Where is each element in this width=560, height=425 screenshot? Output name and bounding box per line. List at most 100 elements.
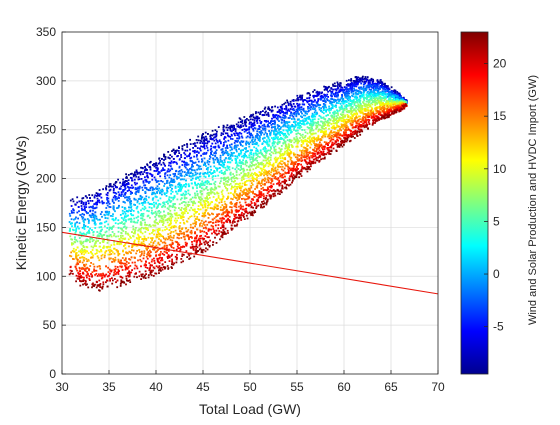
scatter-point: [331, 123, 333, 125]
scatter-point: [161, 206, 163, 208]
scatter-point: [132, 187, 134, 189]
scatter-point: [234, 168, 236, 170]
scatter-point: [271, 106, 273, 108]
scatter-point: [156, 207, 158, 209]
scatter-point: [223, 162, 225, 164]
scatter-point: [92, 232, 94, 234]
scatter-point: [156, 236, 158, 238]
scatter-point: [108, 249, 110, 251]
scatter-point: [196, 211, 198, 213]
scatter-point: [314, 99, 316, 101]
scatter-point: [109, 203, 111, 205]
scatter-point: [164, 169, 166, 171]
scatter-point: [209, 204, 211, 206]
scatter-point: [126, 199, 128, 201]
scatter-point: [245, 161, 247, 163]
scatter-point: [201, 190, 203, 192]
scatter-point: [245, 125, 247, 127]
scatter-point: [311, 101, 313, 103]
scatter-point: [389, 97, 391, 99]
scatter-point: [309, 105, 311, 107]
scatter-point: [169, 182, 171, 184]
scatter-point: [216, 192, 218, 194]
scatter-point: [148, 210, 150, 212]
scatter-point: [288, 127, 290, 129]
scatter-point: [175, 191, 177, 193]
scatter-point: [278, 120, 280, 122]
scatter-point: [110, 183, 112, 185]
scatter-point: [351, 92, 353, 94]
scatter-point: [310, 140, 312, 142]
scatter-point: [214, 189, 216, 191]
scatter-point: [71, 244, 73, 246]
scatter-point: [234, 134, 236, 136]
scatter-point: [255, 148, 257, 150]
scatter-point: [183, 212, 185, 214]
scatter-point: [269, 109, 271, 111]
scatter-point: [212, 154, 214, 156]
scatter-point: [107, 224, 109, 226]
scatter-point: [184, 196, 186, 198]
scatter-point: [260, 134, 262, 136]
scatter-point: [217, 205, 219, 207]
scatter-point: [303, 108, 305, 110]
scatter-point: [164, 183, 166, 185]
scatter-point: [121, 217, 123, 219]
scatter-point: [242, 141, 244, 143]
scatter-point: [186, 150, 188, 152]
scatter-point: [167, 174, 169, 176]
scatter-point: [162, 230, 164, 232]
scatter-point: [297, 109, 299, 111]
scatter-point: [184, 164, 186, 166]
scatter-point: [202, 183, 204, 185]
scatter-point: [78, 251, 80, 253]
scatter-point: [236, 170, 238, 172]
scatter-point: [256, 179, 258, 181]
scatter-point: [83, 246, 85, 248]
scatter-point: [156, 181, 158, 183]
scatter-point: [362, 113, 364, 115]
scatter-point: [145, 199, 147, 201]
scatter-point: [298, 113, 300, 115]
scatter-point: [376, 97, 378, 99]
scatter-point: [134, 222, 136, 224]
scatter-point: [279, 138, 281, 140]
scatter-point: [373, 91, 375, 93]
scatter-point: [236, 151, 238, 153]
scatter-point: [157, 204, 159, 206]
scatter-point: [118, 227, 120, 229]
scatter-point: [170, 165, 172, 167]
scatter-point: [390, 93, 392, 95]
scatter-point: [101, 202, 103, 204]
scatter-point: [179, 222, 181, 224]
scatter-point: [156, 234, 158, 236]
scatter-point: [171, 188, 173, 190]
scatter-point: [396, 95, 398, 97]
scatter-point: [198, 152, 200, 154]
scatter-point: [290, 113, 292, 115]
scatter-point: [201, 194, 203, 196]
scatter-point: [158, 171, 160, 173]
scatter-point: [237, 140, 239, 142]
scatter-point: [223, 145, 225, 147]
scatter-point: [337, 83, 339, 85]
scatter-point: [137, 220, 139, 222]
scatter-point: [369, 96, 371, 98]
scatter-point: [225, 132, 227, 134]
scatter-point: [362, 96, 364, 98]
scatter-point: [78, 228, 80, 230]
scatter-point: [156, 188, 158, 190]
scatter-point: [115, 186, 117, 188]
scatter-point: [223, 130, 225, 132]
scatter-point: [186, 144, 188, 146]
scatter-point: [167, 222, 169, 224]
scatter-point: [323, 117, 325, 119]
scatter-point: [208, 194, 210, 196]
scatter-point: [299, 122, 301, 124]
scatter-point: [159, 160, 161, 162]
scatter-point: [228, 153, 230, 155]
scatter-point: [319, 124, 321, 126]
scatter-point: [328, 106, 330, 108]
scatter-point: [360, 97, 362, 99]
scatter-point: [152, 198, 154, 200]
